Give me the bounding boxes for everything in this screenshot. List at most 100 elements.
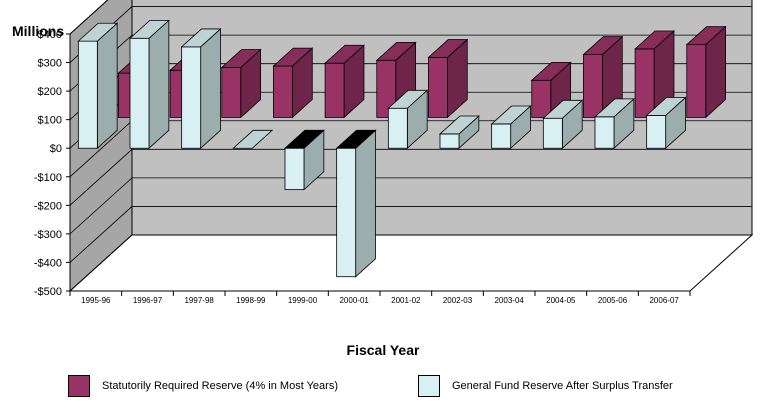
reserve-chart: $400 $300 $200 $100 $0 -$100 -$200 -$300 -$400 -$…: [12, 0, 754, 358]
bar-top: [593, 98, 635, 118]
bar-statutory-reserve-2001-02: [427, 38, 469, 119]
bar-front: [387, 107, 408, 149]
legend-item-general-fund-reserve: General Fund Reserve After Surplus Trans…: [418, 375, 673, 397]
bar-general-fund-reserve-2000-01: [335, 129, 377, 278]
x-tick-label: 2004-05: [546, 296, 576, 305]
bar-front: [634, 48, 655, 118]
bar-general-fund-reserve-2004-05: [542, 99, 584, 150]
bar-front: [428, 57, 448, 118]
bar-general-fund-reserve-1996-97: [128, 19, 170, 150]
bar-front: [336, 147, 357, 278]
bar-front: [439, 133, 460, 149]
bar-general-fund-reserve-2003-04: [490, 105, 532, 150]
x-tick-label: 2002-03: [443, 296, 473, 305]
y-tick-label: $200: [38, 86, 62, 98]
x-axis-title: Fiscal Year: [347, 342, 420, 358]
bar-side: [200, 28, 221, 150]
bar-top: [128, 19, 170, 39]
y-tick-label: -$300: [34, 229, 62, 241]
bar-general-fund-reserve-1997-98: [180, 28, 222, 150]
x-tick-label: 1999-00: [288, 296, 318, 305]
bar-top: [685, 26, 727, 46]
bar-top: [272, 47, 314, 67]
bar-top: [490, 105, 532, 125]
x-tick-label: 1997-98: [184, 296, 214, 305]
bar-statutory-reserve-1999-00: [324, 44, 365, 119]
x-tick-label: 2001-02: [391, 296, 421, 305]
bar-statutory-reserve-1997-98: [220, 48, 262, 119]
x-tick-label: 1995-96: [81, 296, 111, 305]
bar-top: [582, 36, 624, 55]
bar-general-fund-reserve-1999-00: [283, 129, 325, 191]
y-tick-label: -$400: [34, 257, 62, 269]
x-tick-label: 1998-99: [236, 296, 266, 305]
gridline: [69, 206, 752, 263]
bar-general-fund-reserve-1998-99: [232, 129, 274, 149]
y-tick-label: $0: [50, 143, 62, 155]
y-tick-label: -$200: [34, 200, 62, 212]
bar-side: [96, 22, 118, 150]
bar-top: [77, 22, 119, 42]
bar-front: [129, 37, 150, 149]
bar-front: [531, 79, 552, 118]
gridline: [69, 177, 752, 235]
bar-front: [284, 147, 305, 191]
bar-front: [77, 40, 98, 149]
bar-side: [148, 19, 170, 150]
bar-statutory-reserve-2005-06: [634, 30, 675, 119]
bar-front: [324, 62, 345, 118]
gridline: [69, 148, 752, 206]
y-tick-label: $100: [38, 115, 62, 127]
bar-statutory-reserve-2006-07: [685, 25, 727, 119]
bar-front: [686, 44, 707, 118]
y-tick-label: -$100: [34, 172, 62, 184]
x-tick-label: 1996-97: [133, 296, 163, 305]
chart-legend: Statutorily Required Reserve (4% in Most…: [0, 375, 766, 405]
bar-top: [283, 129, 325, 149]
bar-top: [530, 61, 572, 81]
y-tick-label: $400: [38, 29, 62, 41]
bar-top: [180, 28, 222, 48]
legend-swatch-general-fund-reserve: [418, 375, 440, 397]
bar-top: [645, 97, 687, 116]
bar-general-fund-reserve-2005-06: [593, 97, 635, 150]
bar-top: [335, 129, 377, 149]
legend-swatch-statutory-reserve: [68, 375, 90, 397]
chart-bars: [77, 19, 727, 278]
bar-general-fund-reserve-2001-02: [387, 89, 429, 150]
bar-general-fund-reserve-2002-03: [438, 115, 480, 150]
bar-front: [491, 123, 512, 149]
bar-front: [181, 46, 202, 149]
bar-top: [427, 39, 469, 58]
bar-top: [634, 30, 675, 50]
bar-top: [438, 115, 480, 135]
gridline: [69, 234, 752, 292]
bar-side: [355, 129, 376, 278]
legend-label-statutory-reserve: Statutorily Required Reserve (4% in Most…: [102, 380, 338, 392]
bar-general-fund-reserve-2006-07: [645, 96, 687, 150]
bar-statutory-reserve-1998-99: [272, 47, 314, 119]
floor: [68, 234, 754, 292]
legend-item-statutory-reserve: Statutorily Required Reserve (4% in Most…: [68, 375, 338, 397]
bar-top: [542, 99, 584, 119]
chart-axes: $400 $300 $200 $100 $0 -$100 -$200 -$300 -$400 -$…: [34, 29, 691, 305]
x-tick-label: 2003-04: [494, 296, 524, 305]
bar-top: [375, 41, 417, 61]
bar-top: [324, 44, 365, 64]
bar-front: [594, 116, 615, 149]
x-tick-label: 2000-01: [339, 296, 369, 305]
y-tick-label: -$500: [34, 286, 62, 298]
bar-front: [583, 54, 603, 118]
bar-general-fund-reserve-1995-96: [77, 22, 119, 150]
y-axis-title: Millions: [12, 23, 64, 39]
gridline: [69, 0, 109, 35]
bar-top: [232, 129, 274, 149]
bar-top: [220, 49, 262, 68]
legend-label-general-fund-reserve: General Fund Reserve After Surplus Trans…: [452, 380, 673, 392]
bar-front: [273, 65, 293, 118]
y-tick-label: $300: [38, 58, 62, 70]
bar-front: [646, 114, 667, 149]
bar-front: [542, 117, 563, 149]
bar-statutory-reserve-2004-05: [582, 35, 624, 119]
bar-top: [387, 89, 429, 109]
